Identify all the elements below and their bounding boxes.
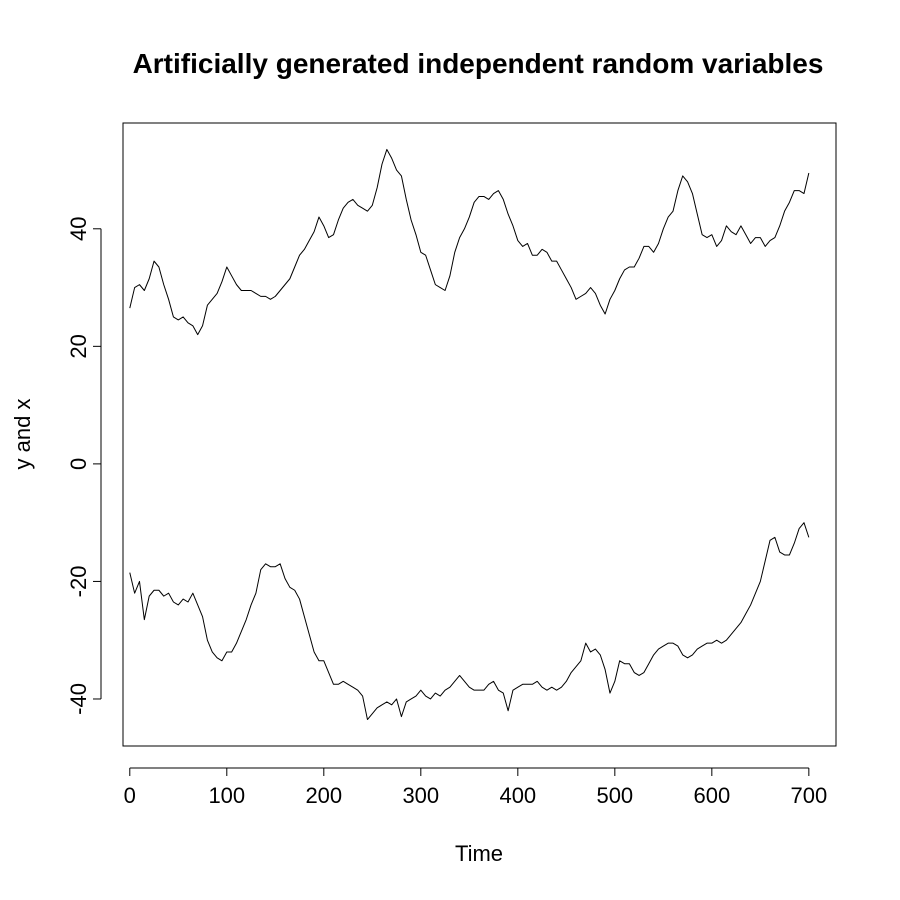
- x-tick-label: 700: [790, 783, 827, 808]
- x-tick-label: 100: [208, 783, 245, 808]
- y-tick-label: 20: [66, 334, 91, 358]
- x-axis-label: Time: [455, 841, 503, 866]
- y-axis: -40 -20 0 20 40: [66, 217, 102, 715]
- x-tick-label: 500: [596, 783, 633, 808]
- x-tick-label: 400: [499, 783, 536, 808]
- y-tick-label: -20: [66, 566, 91, 598]
- series-line-1: [129, 148, 810, 336]
- x-tick-label: 300: [402, 783, 439, 808]
- x-axis: 0 100 200 300 400 500 600 700: [124, 767, 827, 808]
- y-tick-label: 40: [66, 217, 91, 241]
- y-axis-label: y and x: [10, 399, 35, 470]
- y-tick-label: -40: [66, 683, 91, 715]
- x-tick-label: 600: [693, 783, 730, 808]
- series-layer: [129, 148, 810, 721]
- plot-frame: [122, 122, 837, 747]
- y-tick-label: 0: [66, 458, 91, 470]
- x-tick-label: 0: [124, 783, 136, 808]
- series-line-2: [129, 522, 810, 721]
- chart-title: Artificially generated independent rando…: [133, 48, 824, 79]
- x-tick-label: 200: [305, 783, 342, 808]
